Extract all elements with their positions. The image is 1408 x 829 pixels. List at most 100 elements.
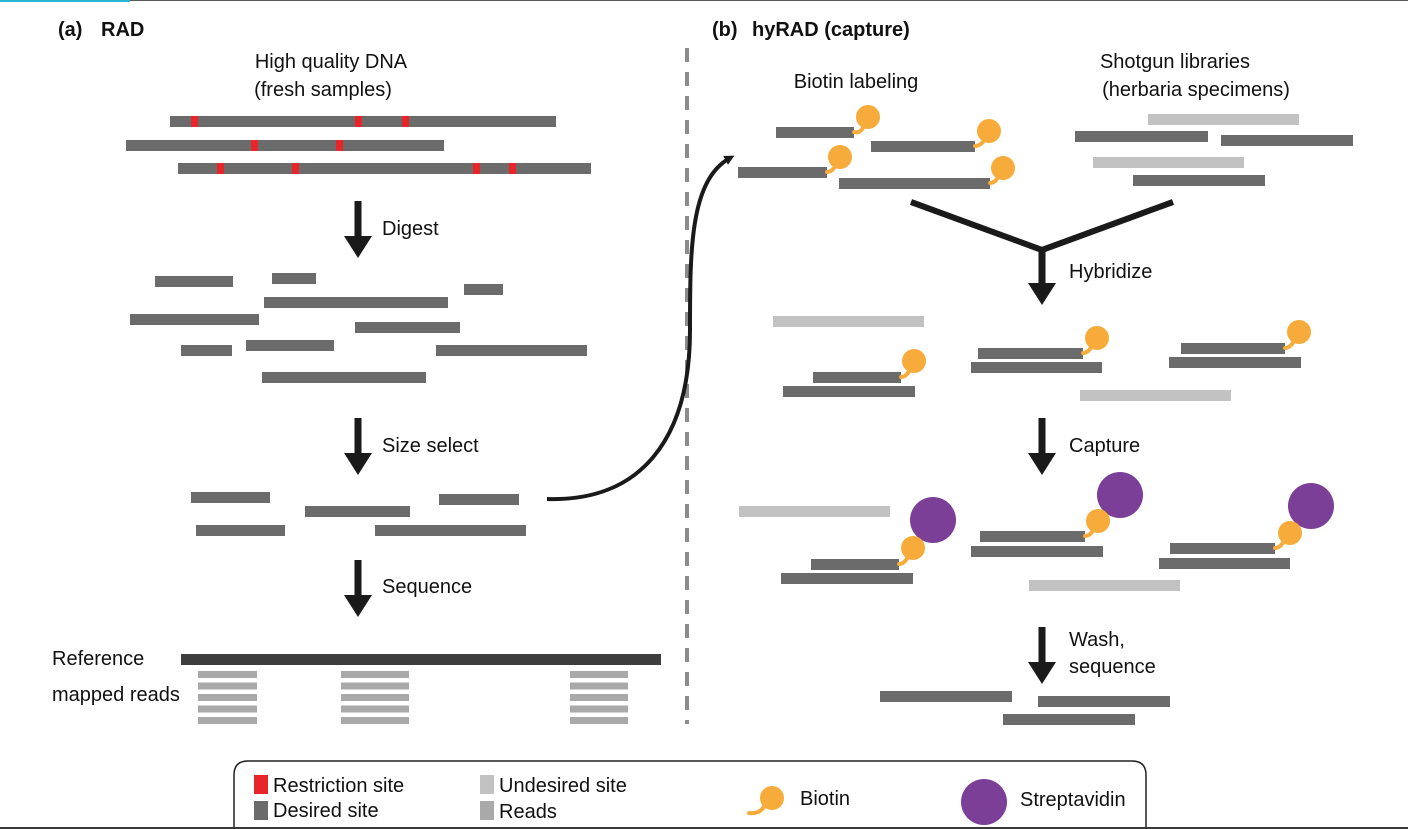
- desired-fragment: [1133, 175, 1265, 186]
- undesired-fragment: [739, 506, 890, 517]
- step-sequence-label: Sequence: [382, 576, 472, 598]
- bottom-border-line: [0, 827, 1408, 829]
- top-accent-line: [0, 0, 130, 2]
- probe-fragment: [978, 348, 1083, 359]
- captured-duplexes: [739, 472, 1334, 591]
- restriction-site: [473, 163, 480, 174]
- restriction-site: [355, 116, 362, 127]
- fragment: [191, 492, 270, 503]
- probe-fragment: [813, 372, 901, 383]
- mapped-read: [198, 717, 257, 724]
- panel-a-title: RAD: [101, 19, 144, 41]
- sequence-arrow: [344, 560, 372, 617]
- probe-fragment: [776, 127, 854, 138]
- mapped-read: [570, 717, 628, 724]
- undesired-fragment: [1029, 580, 1180, 591]
- shotgun-libraries-sublabel: (herbaria specimens): [1102, 79, 1290, 101]
- legend-streptavidin-label: Streptavidin: [1020, 789, 1126, 811]
- desired-fragment: [1221, 135, 1353, 146]
- shotgun-library-fragments: [1075, 114, 1353, 186]
- probe-fragment: [1170, 543, 1275, 554]
- enriched-fragments: [880, 691, 1170, 725]
- fragment: [272, 273, 316, 284]
- capture-arrow: [1028, 418, 1056, 475]
- panel-a: (a) RAD High quality DNA (fresh samples)…: [52, 19, 661, 724]
- hybridized-duplexes: [773, 316, 1311, 401]
- mapped-read: [198, 682, 257, 690]
- restriction-site: [402, 116, 409, 127]
- legend-undesired-swatch: [480, 775, 494, 794]
- legend-desired-swatch: [254, 801, 268, 820]
- fragment: [246, 340, 334, 351]
- source-dna-label: High quality DNA: [255, 51, 408, 73]
- digest-arrow: [344, 201, 372, 258]
- dna-strand: [170, 116, 556, 127]
- mapped-read: [198, 671, 257, 678]
- target-fragment: [783, 386, 915, 397]
- biotin-icon: [902, 349, 926, 373]
- legend-restriction-swatch: [254, 775, 268, 794]
- size-selected-fragments: [191, 492, 526, 536]
- fragment: [130, 314, 259, 325]
- legend-desired-label: Desired site: [273, 800, 379, 822]
- dna-strand: [126, 140, 444, 151]
- biotin-icon: [977, 119, 1001, 143]
- biotin-icon: [901, 536, 925, 560]
- mapped-read: [198, 694, 257, 701]
- mapped-read: [341, 694, 409, 701]
- biotin-icon: [1086, 509, 1110, 533]
- mapped-read: [570, 705, 628, 713]
- streptavidin-icon: [1288, 483, 1334, 529]
- reference-genome: [181, 654, 661, 665]
- top-border-line: [130, 0, 1408, 1]
- transfer-curved-arrow: [546, 155, 735, 502]
- target-fragment: [971, 362, 1102, 373]
- legend-streptavidin-icon: [961, 779, 1007, 825]
- mapped-read: [570, 682, 628, 690]
- legend-biotin-label: Biotin: [800, 788, 850, 810]
- genomic-dna-strands: [126, 116, 591, 174]
- reference-label: Reference: [52, 648, 144, 670]
- mapped-read: [198, 705, 257, 713]
- fragment: [264, 297, 448, 308]
- probe-fragment: [738, 167, 827, 178]
- step-size-select-label: Size select: [382, 435, 479, 457]
- mapped-read: [341, 671, 409, 678]
- enriched-fragment: [1003, 714, 1135, 725]
- undesired-fragment: [773, 316, 924, 327]
- mapped-read: [570, 694, 628, 701]
- biotin-icon: [1085, 326, 1109, 350]
- biotin-icon: [1278, 521, 1302, 545]
- fragment: [375, 525, 526, 536]
- restriction-site: [251, 140, 258, 151]
- restriction-site: [292, 163, 299, 174]
- mapped-read: [341, 705, 409, 713]
- step-wash-label: Wash,: [1069, 629, 1125, 651]
- mapped-reads-label: mapped reads: [52, 684, 180, 706]
- undesired-fragment: [1080, 390, 1231, 401]
- legend-box: [233, 760, 1147, 829]
- fragment: [196, 525, 285, 536]
- legend-reads-label: Reads: [499, 801, 557, 823]
- legend: Restriction site Desired site Undesired …: [233, 760, 1147, 829]
- fragment: [262, 372, 426, 383]
- legend-restriction-label: Restriction site: [273, 775, 404, 797]
- mapped-read: [341, 682, 409, 690]
- streptavidin-icon: [910, 497, 956, 543]
- enriched-fragment: [880, 691, 1012, 702]
- undesired-fragment: [1093, 157, 1244, 168]
- target-fragment: [1169, 357, 1301, 368]
- target-fragment: [971, 546, 1103, 557]
- fragment: [436, 345, 587, 356]
- step-capture-label: Capture: [1069, 435, 1140, 457]
- digested-fragments: [130, 273, 587, 383]
- legend-undesired-label: Undesired site: [499, 775, 627, 797]
- biotin-icon: [991, 156, 1015, 180]
- shotgun-libraries-label: Shotgun libraries: [1100, 51, 1250, 73]
- probe-fragment: [871, 141, 975, 152]
- panel-b-label: (b): [712, 19, 738, 41]
- fragment: [181, 345, 232, 356]
- probe-fragment: [1181, 343, 1285, 354]
- step-digest-label: Digest: [382, 218, 439, 240]
- fragment: [464, 284, 503, 295]
